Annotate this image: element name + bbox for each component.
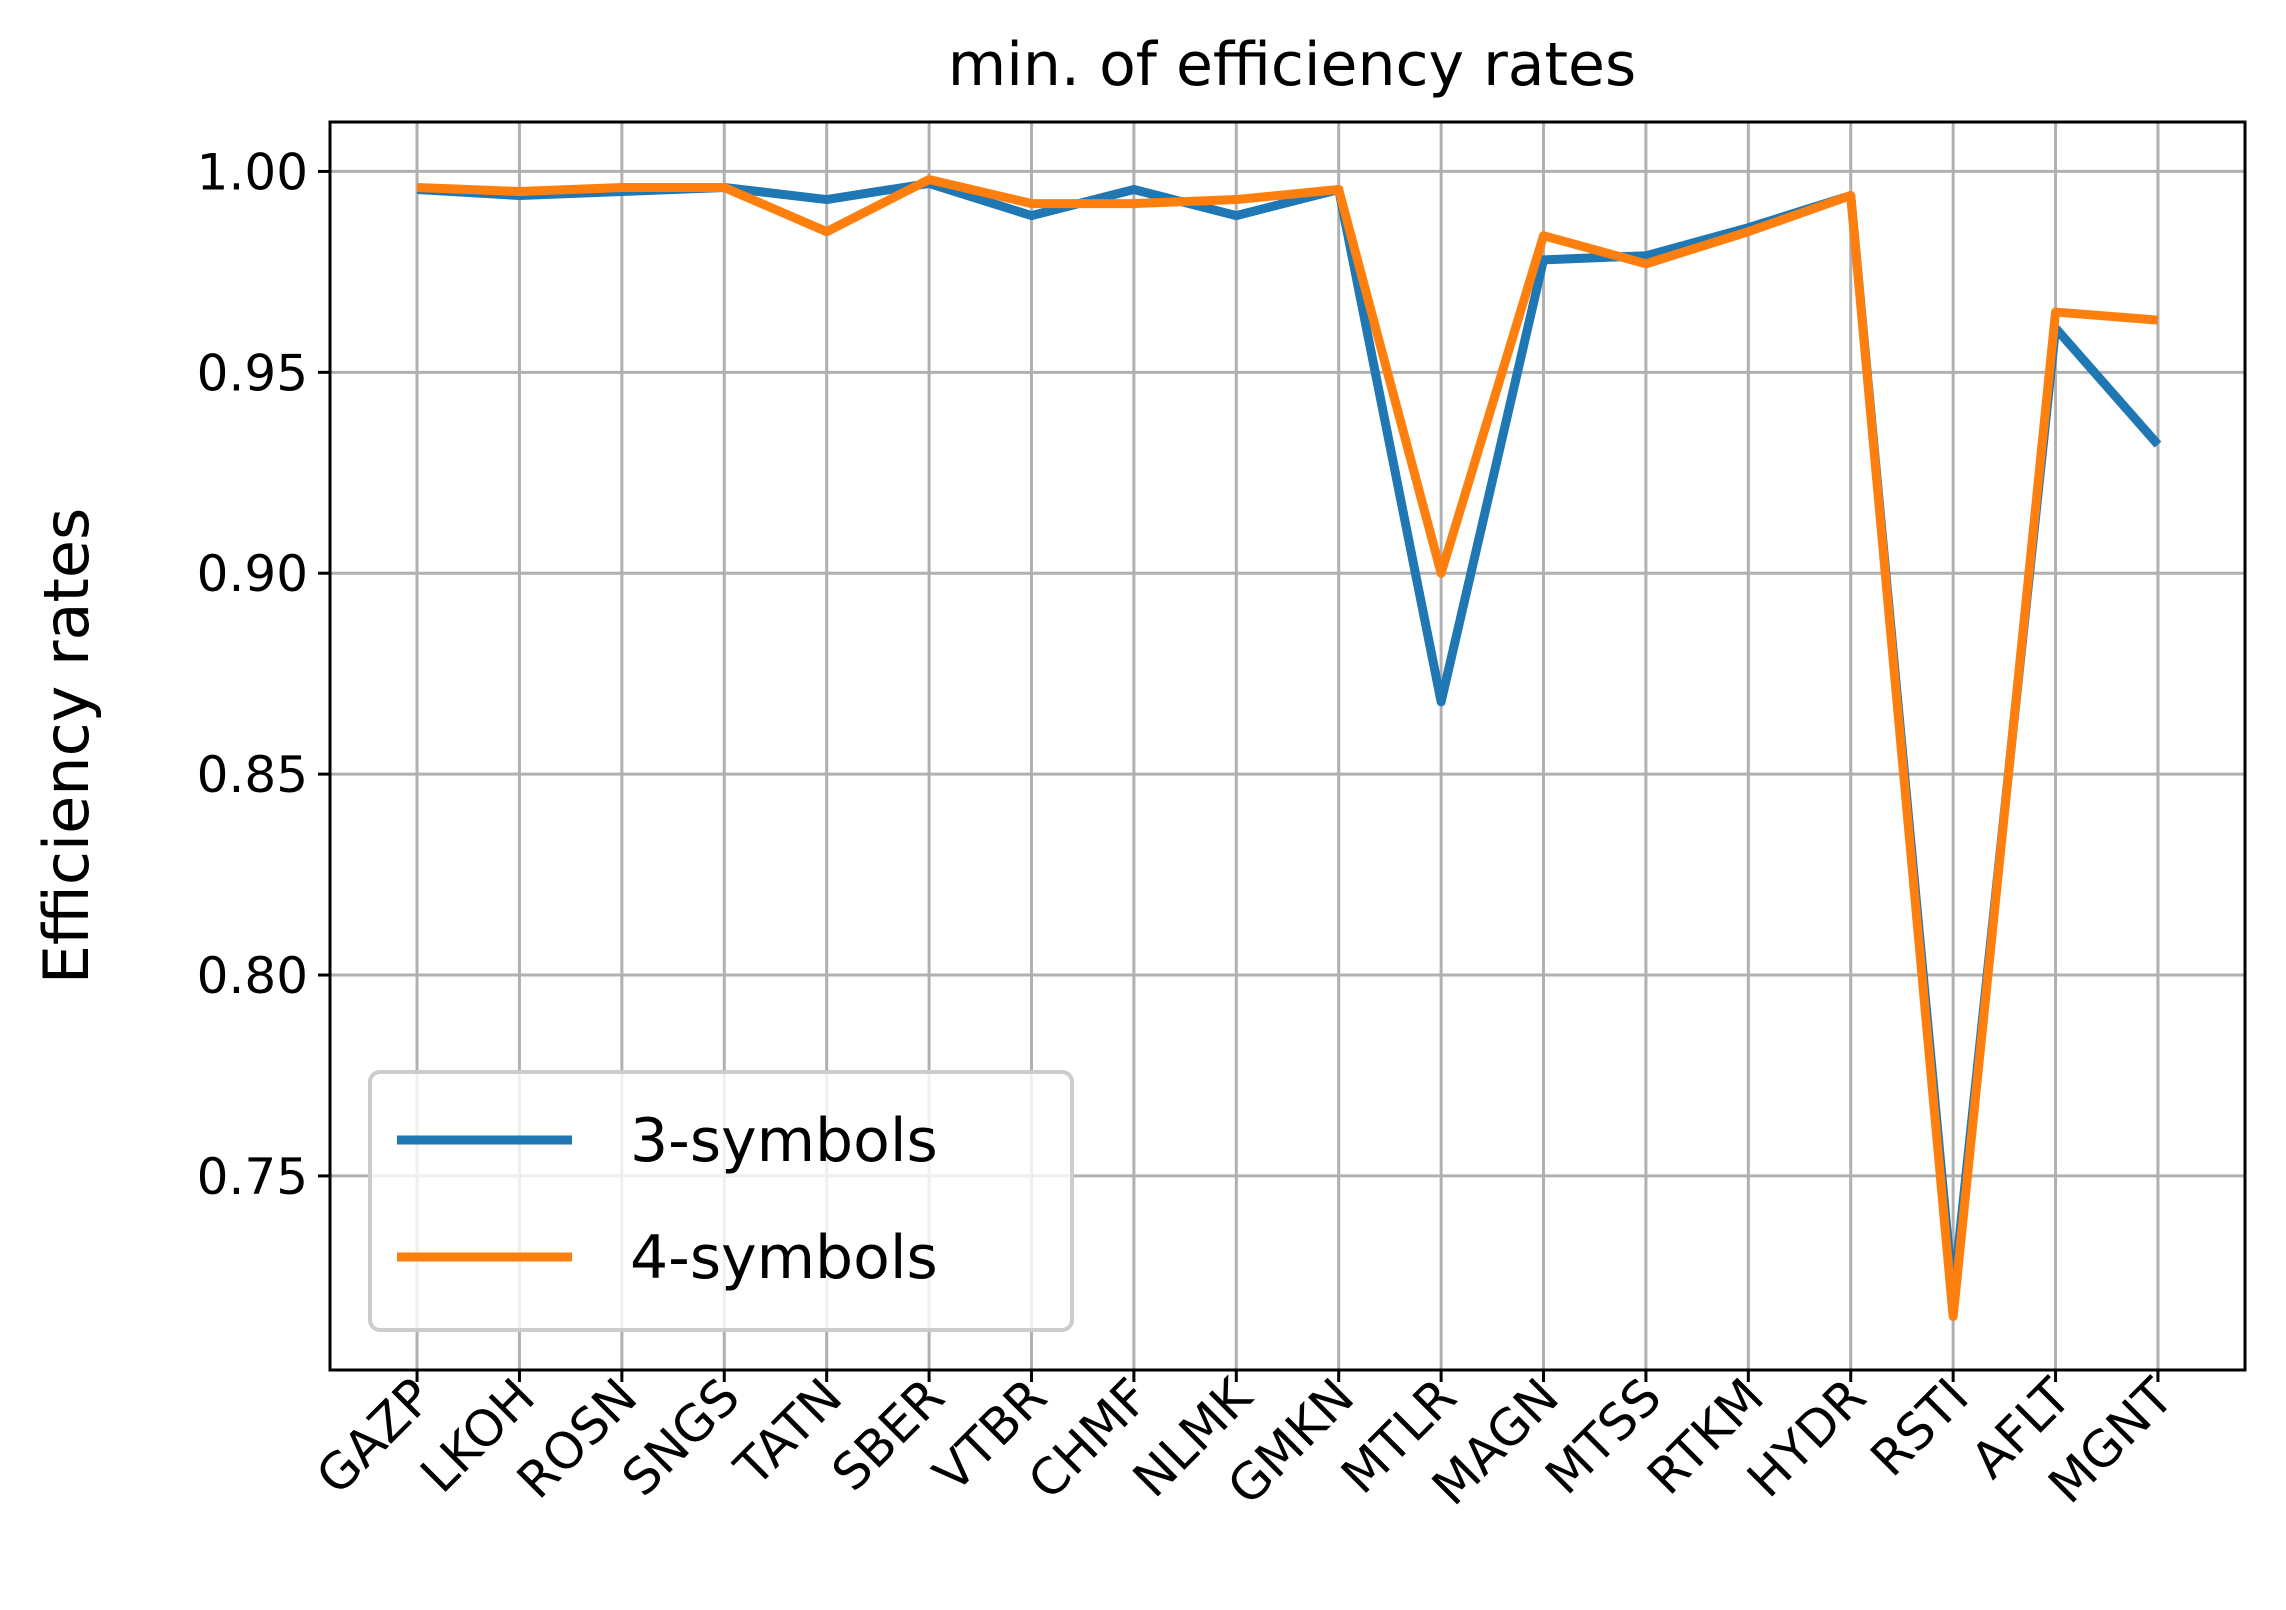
y-tick-label: 0.75 <box>197 1148 308 1206</box>
data-line <box>416 174 2159 1322</box>
chart-title: min. of efficiency rates <box>948 30 1636 100</box>
x-tick-label: HYDR <box>1736 1367 1877 1508</box>
y-tick-label: 1.00 <box>197 143 308 201</box>
y-axis-label: Efficiency rates <box>30 508 103 985</box>
x-tick-label: RSTI <box>1860 1367 1980 1487</box>
y-tick-label: 0.90 <box>197 545 308 603</box>
y-tick-label: 0.95 <box>197 344 308 402</box>
x-tick-label: SBER <box>821 1367 956 1502</box>
x-tick-label: GAZP <box>305 1367 443 1505</box>
y-tick-label: 0.85 <box>197 746 308 804</box>
x-tick-label: ROSN <box>506 1367 648 1509</box>
x-tick-label: TATN <box>723 1367 853 1497</box>
y-tick-label: 0.80 <box>197 947 308 1005</box>
x-tick-label: SNGS <box>611 1367 751 1507</box>
legend-label: 4-symbols <box>630 1223 938 1293</box>
plot-frame <box>328 120 2247 1372</box>
x-tick-label: MTSS <box>1534 1367 1672 1505</box>
legend-label: 3-symbols <box>630 1106 938 1176</box>
x-tick-label: CHMF <box>1017 1367 1160 1510</box>
